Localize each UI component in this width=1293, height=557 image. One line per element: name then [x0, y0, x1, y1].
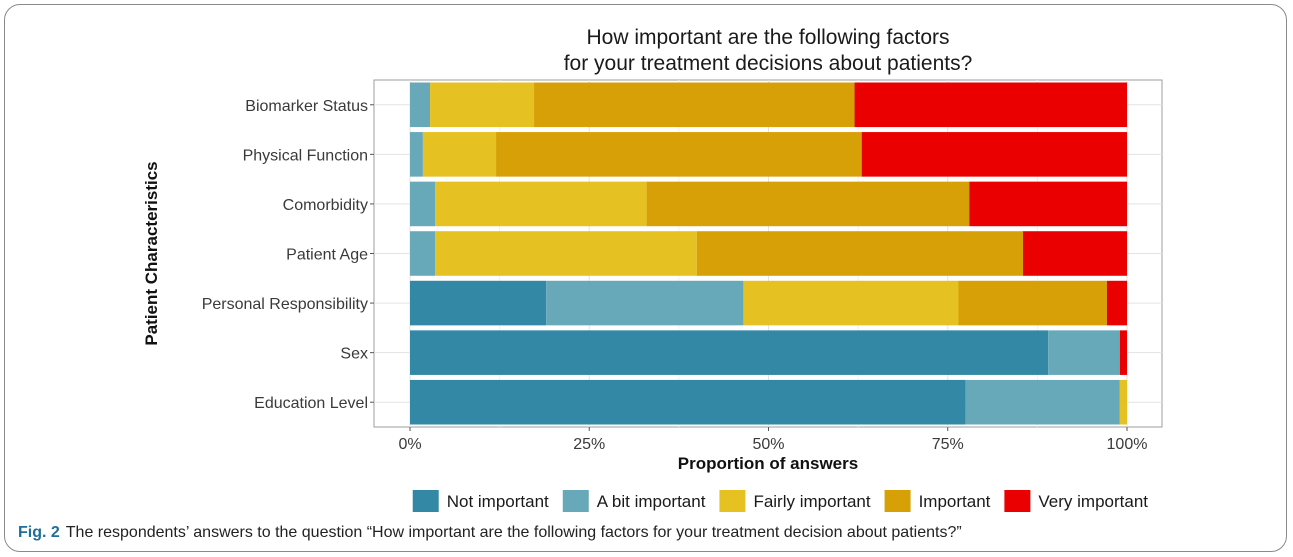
y-axis: Biomarker Status Physical Function Comorbi… — [202, 98, 374, 412]
legend-label: Fairly important — [753, 492, 870, 511]
y-tick-label: Biomarker Status — [245, 98, 368, 115]
x-tick-label: 0% — [398, 436, 421, 453]
figure-caption: Fig. 2 The respondents’ answers to the qu… — [18, 524, 962, 542]
figure-frame — [4, 4, 1287, 552]
bar-segment — [743, 280, 959, 326]
legend-label: Very important — [1038, 492, 1148, 511]
x-tick-label: 25% — [573, 436, 605, 453]
bar-segment — [958, 280, 1107, 326]
y-tick-label: Comorbidity — [283, 197, 368, 214]
y-tick-label: Physical Function — [243, 147, 368, 164]
y-tick-label: Sex — [340, 346, 368, 363]
bar-segment — [410, 82, 431, 128]
bar-segment — [965, 379, 1120, 425]
caption-text: The respondents’ answers to the question… — [65, 524, 962, 541]
legend-swatch — [1004, 490, 1031, 512]
y-axis-title: Patient Characteristics — [142, 161, 161, 345]
bar-segment — [534, 82, 855, 128]
chart-title-line: for your treatment decisions about patie… — [564, 52, 973, 75]
bar-segment — [1119, 379, 1127, 425]
bar-segment — [1023, 231, 1127, 276]
legend-swatch — [562, 490, 589, 512]
legend-label: A bit important — [597, 492, 706, 511]
y-tick-label: Personal Responsibility — [202, 296, 368, 313]
caption-label: Fig. 2 — [18, 524, 60, 541]
y-tick-label: Patient Age — [286, 247, 368, 264]
x-tick-label: 75% — [932, 436, 964, 453]
x-axis-title: Proportion of answers — [678, 454, 858, 473]
chart-title: How important are the following factors f… — [564, 26, 973, 75]
bar-segment — [435, 181, 647, 227]
x-axis: 0% 25% 50% 75% 100% — [398, 427, 1147, 453]
bar-segment — [410, 231, 436, 276]
bars — [410, 82, 1127, 425]
bar-segment — [1048, 330, 1120, 375]
bar-segment — [410, 280, 547, 326]
bar-segment — [410, 379, 966, 425]
legend-swatch — [719, 490, 746, 512]
bar-segment — [430, 82, 535, 128]
bar-segment — [496, 132, 862, 177]
bar-segment — [410, 330, 1049, 375]
x-tick-label: 50% — [752, 436, 784, 453]
bar-segment — [646, 181, 970, 227]
bar-segment — [861, 132, 1127, 177]
bar-segment — [854, 82, 1127, 128]
bar-segment — [1119, 330, 1127, 375]
bar-segment — [435, 231, 697, 276]
legend-swatch — [884, 490, 911, 512]
bar-segment — [546, 280, 744, 326]
y-tick-label: Education Level — [254, 395, 368, 412]
bar-segment — [410, 132, 423, 177]
legend-label: Important — [919, 492, 991, 511]
bar-segment — [696, 231, 1024, 276]
x-tick-label: 100% — [1107, 436, 1148, 453]
legend-swatch — [412, 490, 439, 512]
bar-segment — [410, 181, 436, 227]
bar-segment — [969, 181, 1127, 227]
chart-title-line: How important are the following factors — [587, 26, 950, 49]
bar-segment — [422, 132, 497, 177]
legend: Not important A bit important Fairly impor… — [412, 490, 1148, 512]
legend-label: Not important — [447, 492, 549, 511]
bar-segment — [1106, 280, 1127, 326]
